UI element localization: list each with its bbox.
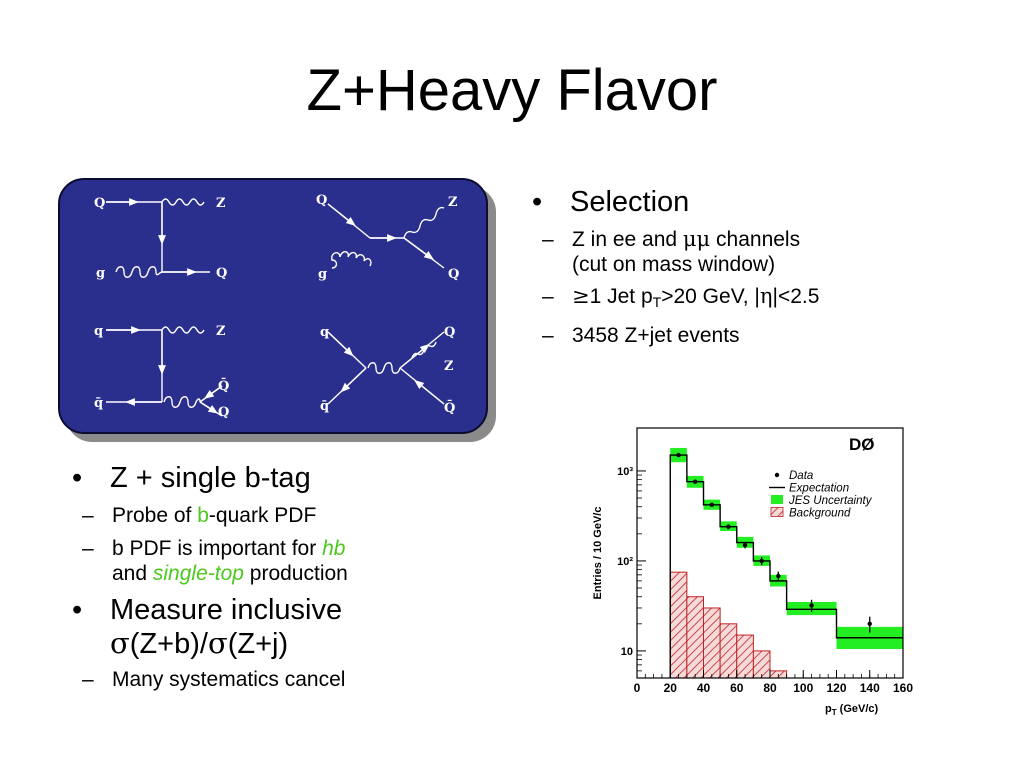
x-axis-label: pT (GeV/c) bbox=[825, 703, 879, 717]
zb-list: Z + single b-tag Probe of b-quark PDF b … bbox=[72, 462, 502, 692]
legend-data-marker bbox=[774, 472, 780, 478]
d3-antiquark-label: q̄ bbox=[94, 396, 103, 411]
zb-item-importance: b PDF is important for hb and single-top… bbox=[72, 536, 502, 586]
d1-quark-label: Q bbox=[94, 196, 105, 211]
selection-item-jet-cut: ≥1 Jet pT>20 GeV, |η|<2.5 bbox=[532, 284, 1002, 315]
legend-entry: Background bbox=[789, 508, 851, 520]
data-point bbox=[742, 542, 748, 548]
legend-entry: Expectation bbox=[789, 483, 849, 495]
data-point bbox=[867, 621, 872, 627]
pt-histogram: 0 20 40 60 80 100 120 140 160 10 10² 10³ Entries / 1… bbox=[585, 420, 925, 720]
y-axis-label: Entries / 10 GeV/c bbox=[592, 507, 604, 600]
legend-jes-swatch bbox=[771, 495, 783, 504]
d4-quark-label: q bbox=[320, 325, 329, 340]
feynman-diagram-3 bbox=[106, 326, 223, 417]
selection-list: Selection Z in ee and μμ channels (cut o… bbox=[532, 186, 1002, 348]
d1-z-label: Z bbox=[216, 196, 226, 211]
d3-z-label: Z bbox=[216, 324, 226, 339]
background-bar bbox=[669, 571, 688, 679]
data-point bbox=[726, 524, 731, 529]
x-tick-label: 80 bbox=[763, 681, 777, 695]
x-tick-label: 160 bbox=[893, 681, 913, 695]
d2-quark-label: Q bbox=[316, 193, 327, 208]
background-bar bbox=[752, 650, 771, 679]
d4-heavy-quark-label: Q bbox=[444, 325, 455, 340]
y-tick-label: 10² bbox=[617, 556, 633, 568]
background-bar bbox=[719, 623, 738, 679]
y-tick-label: 10 bbox=[621, 646, 633, 658]
background-bar bbox=[703, 607, 721, 679]
background-bar bbox=[686, 596, 704, 679]
feynman-diagram-panel: Q Z g Q Q Z g Q q Z q̄ Q̄ Q q Q Z q̄ Q̄ bbox=[58, 178, 488, 434]
feynman-diagram-4 bbox=[327, 331, 445, 405]
x-tick-label: 40 bbox=[697, 681, 711, 695]
x-tick-label: 120 bbox=[826, 681, 846, 695]
selection-item-channels: Z in ee and μμ channels (cut on mass win… bbox=[532, 227, 1002, 277]
d4-antiquark-label: q̄ bbox=[320, 399, 329, 414]
measure-item-systematics: Many systematics cancel bbox=[72, 667, 502, 692]
d3-heavy-antiquark-label: Q̄ bbox=[218, 377, 229, 394]
legend-entry: Data bbox=[789, 470, 813, 482]
histogram-svg: 0 20 40 60 80 100 120 140 160 10 10² 10³ Entries / 1… bbox=[592, 427, 913, 717]
legend-entry: JES Uncertainty bbox=[788, 495, 873, 507]
x-tick-label: 140 bbox=[860, 681, 880, 695]
d1-gluon-label: g bbox=[96, 266, 105, 281]
zb-item-probe: Probe of b-quark PDF bbox=[72, 503, 502, 528]
y-tick-label: 10³ bbox=[617, 466, 633, 478]
feynman-diagrams: Q Z g Q Q Z g Q q Z q̄ Q̄ Q q Q Z q̄ Q̄ bbox=[94, 193, 459, 420]
data-point bbox=[692, 479, 698, 484]
d2-outgoing-quark-label: Q bbox=[448, 267, 459, 282]
data-point bbox=[809, 603, 814, 608]
d1-outgoing-quark-label: Q bbox=[216, 266, 227, 281]
experiment-label: DØ bbox=[849, 435, 875, 454]
data-point bbox=[776, 573, 781, 579]
background-bar bbox=[736, 634, 754, 679]
data-point bbox=[676, 452, 681, 458]
selection-heading: Selection bbox=[532, 186, 1002, 219]
d3-quark-label: q bbox=[94, 324, 103, 339]
zb-heading: Z + single b-tag bbox=[72, 462, 502, 495]
expectation-line bbox=[669, 454, 903, 678]
d4-heavy-antiquark-label: Q̄ bbox=[444, 399, 455, 416]
feynman-diagram-1 bbox=[106, 198, 210, 278]
measure-heading: Measure inclusive σ(Z+b)/σ(Z+j) bbox=[72, 594, 502, 661]
feynman-diagram-2 bbox=[327, 203, 445, 269]
data-point bbox=[759, 558, 764, 564]
d4-z-label: Z bbox=[444, 359, 454, 374]
legend-background-swatch bbox=[770, 507, 784, 517]
d2-z-label: Z bbox=[448, 195, 458, 210]
data-point bbox=[709, 502, 715, 508]
d3-heavy-quark-label: Q bbox=[218, 405, 229, 420]
x-tick-label: 100 bbox=[793, 681, 813, 695]
slide-title: Z+Heavy Flavor bbox=[306, 58, 718, 123]
selection-item-event-count: 3458 Z+jet events bbox=[532, 323, 1002, 348]
x-tick-label: 0 bbox=[634, 681, 641, 695]
x-tick-label: 60 bbox=[730, 681, 744, 695]
x-tick-label: 20 bbox=[664, 681, 678, 695]
d2-gluon-label: g bbox=[318, 267, 327, 282]
